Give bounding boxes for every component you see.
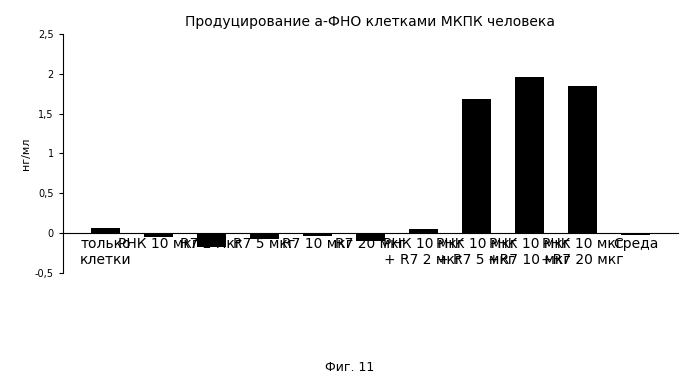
- Bar: [91, 227, 120, 233]
- Bar: [621, 233, 650, 235]
- Bar: [462, 99, 491, 233]
- Bar: [144, 233, 173, 237]
- Bar: [409, 229, 438, 233]
- Bar: [568, 86, 597, 233]
- Title: Продуцирование а-ФНО клетками МКПК человека: Продуцирование а-ФНО клетками МКПК челов…: [185, 15, 556, 29]
- Y-axis label: нг/мл: нг/мл: [21, 137, 31, 170]
- Bar: [303, 233, 332, 236]
- Bar: [356, 233, 385, 241]
- Text: Фиг. 11: Фиг. 11: [325, 362, 374, 374]
- Bar: [250, 233, 279, 239]
- Bar: [515, 77, 544, 233]
- Bar: [197, 233, 226, 247]
